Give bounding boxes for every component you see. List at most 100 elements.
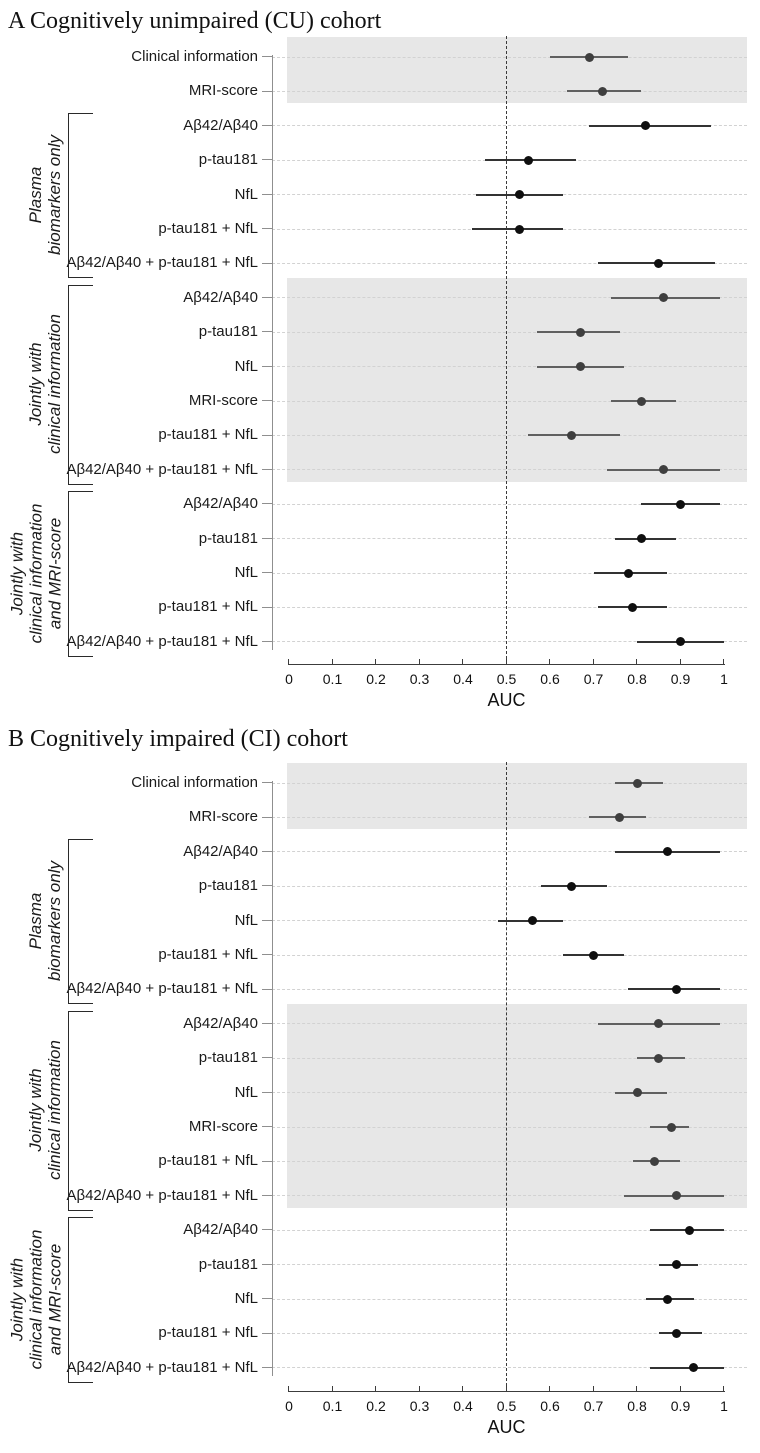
group-label: Jointly with clinical information and MRI-… xyxy=(7,1229,65,1369)
point-estimate xyxy=(575,362,585,372)
x-axis-tick-label: 0.8 xyxy=(627,1398,647,1414)
x-axis-tick-label: 0.7 xyxy=(583,1398,604,1414)
row-tick xyxy=(262,1332,272,1334)
group-bracket xyxy=(68,284,93,485)
x-axis-tick xyxy=(288,1386,290,1391)
row-tick xyxy=(262,400,272,402)
row-tick xyxy=(262,537,272,539)
x-axis-tick xyxy=(418,659,420,664)
row-label: p-tau181 + NfL xyxy=(158,1152,258,1170)
reference-line-05 xyxy=(506,762,507,1391)
reference-line-05 xyxy=(506,36,507,664)
x-axis-tick-label: 0.6 xyxy=(540,671,560,687)
x-axis-tick xyxy=(462,1386,464,1391)
group-bracket xyxy=(68,491,93,657)
point-estimate xyxy=(636,534,646,544)
row-guide-line xyxy=(272,988,747,990)
row-tick xyxy=(262,503,272,505)
x-axis-tick xyxy=(679,659,681,664)
x-axis-tick-label: 0.8 xyxy=(627,671,647,687)
row-tick xyxy=(262,90,272,92)
row-guide-line xyxy=(272,816,747,818)
row-guide-line xyxy=(272,469,747,471)
row-tick xyxy=(262,1126,272,1128)
row-tick xyxy=(262,1195,272,1197)
row-label: NfL xyxy=(234,185,258,203)
row-guide-line xyxy=(272,366,747,368)
y-axis-line xyxy=(272,781,273,1376)
x-axis-tick xyxy=(375,1386,377,1391)
row-tick xyxy=(262,885,272,887)
x-axis-title: AUC xyxy=(487,690,526,710)
row-tick xyxy=(262,193,272,195)
point-estimate xyxy=(689,1363,699,1373)
group-bracket xyxy=(68,112,93,279)
x-axis-tick-label: 0.7 xyxy=(583,671,604,687)
row-tick xyxy=(262,606,272,608)
x-axis-tick xyxy=(505,659,507,664)
x-axis-tick xyxy=(592,659,594,664)
x-axis-tick xyxy=(723,1386,725,1391)
row-tick xyxy=(262,1023,272,1025)
point-estimate xyxy=(632,778,642,788)
point-estimate xyxy=(676,499,685,509)
row-label: p-tau181 xyxy=(198,1255,258,1273)
point-estimate xyxy=(584,52,594,62)
point-estimate xyxy=(515,224,525,234)
point-estimate xyxy=(684,1225,694,1235)
x-axis-tick xyxy=(679,1386,681,1391)
point-estimate xyxy=(641,121,651,131)
x-axis-tick-label: 0.5 xyxy=(496,1398,517,1414)
group-bracket xyxy=(68,1010,93,1211)
x-axis-tick xyxy=(418,1386,420,1391)
group-label: Jointly with clinical information xyxy=(26,1039,64,1180)
point-estimate xyxy=(671,1328,681,1338)
shaded-band xyxy=(287,37,747,104)
row-guide-line xyxy=(272,1332,747,1334)
x-axis-tick xyxy=(331,1386,333,1391)
row-label: p-tau181 + NfL xyxy=(158,946,258,963)
x-axis-tick-label: 0.5 xyxy=(496,671,517,687)
row-label: Aβ42/Aβ40 + p-tau181 + NfL xyxy=(66,980,258,998)
row-guide-line xyxy=(272,851,747,853)
x-axis-tick xyxy=(462,659,464,664)
row-tick xyxy=(262,572,272,574)
x-axis-tick-label: 0.3 xyxy=(409,1398,430,1414)
point-estimate xyxy=(676,637,685,647)
row-label: p-tau181 + NfL xyxy=(158,1324,258,1342)
x-axis-tick xyxy=(723,659,725,664)
point-estimate xyxy=(628,602,638,612)
row-tick xyxy=(262,641,272,643)
row-guide-line xyxy=(272,954,747,956)
panel-a-title: A Cognitively unimpaired (CU) cohort xyxy=(8,8,382,34)
point-estimate xyxy=(528,916,538,926)
row-label: MRI-score xyxy=(188,82,258,100)
x-axis-tick-label: 0.2 xyxy=(366,671,386,687)
row-label: Aβ42/Aβ40 xyxy=(183,1014,258,1032)
point-estimate xyxy=(567,881,577,891)
ci-line xyxy=(589,124,711,127)
row-guide-line xyxy=(272,1092,747,1094)
point-estimate xyxy=(671,1260,681,1270)
row-label: p-tau181 xyxy=(198,877,258,895)
row-tick xyxy=(262,851,272,853)
x-axis-tick-label: 0 xyxy=(285,1398,293,1414)
x-axis-tick-label: 0.1 xyxy=(322,671,343,687)
row-guide-line xyxy=(272,1367,747,1369)
row-tick xyxy=(262,331,272,333)
point-estimate xyxy=(662,1294,672,1304)
row-tick xyxy=(262,954,272,956)
row-tick xyxy=(262,159,272,161)
row-tick xyxy=(262,434,272,436)
panel-b-title: B Cognitively impaired (CI) cohort xyxy=(8,726,348,752)
row-tick xyxy=(262,782,272,784)
row-label: Clinical information xyxy=(131,774,258,791)
row-guide-line xyxy=(272,1023,747,1025)
row-label: NfL xyxy=(234,1290,258,1307)
row-label: Aβ42/Aβ40 + p-tau181 + NfL xyxy=(66,460,258,478)
row-tick xyxy=(262,1229,272,1231)
row-guide-line xyxy=(272,125,747,127)
point-estimate xyxy=(636,396,646,406)
row-label: Aβ42/Aβ40 + p-tau181 + NfL xyxy=(66,1358,258,1376)
row-tick xyxy=(262,1091,272,1093)
